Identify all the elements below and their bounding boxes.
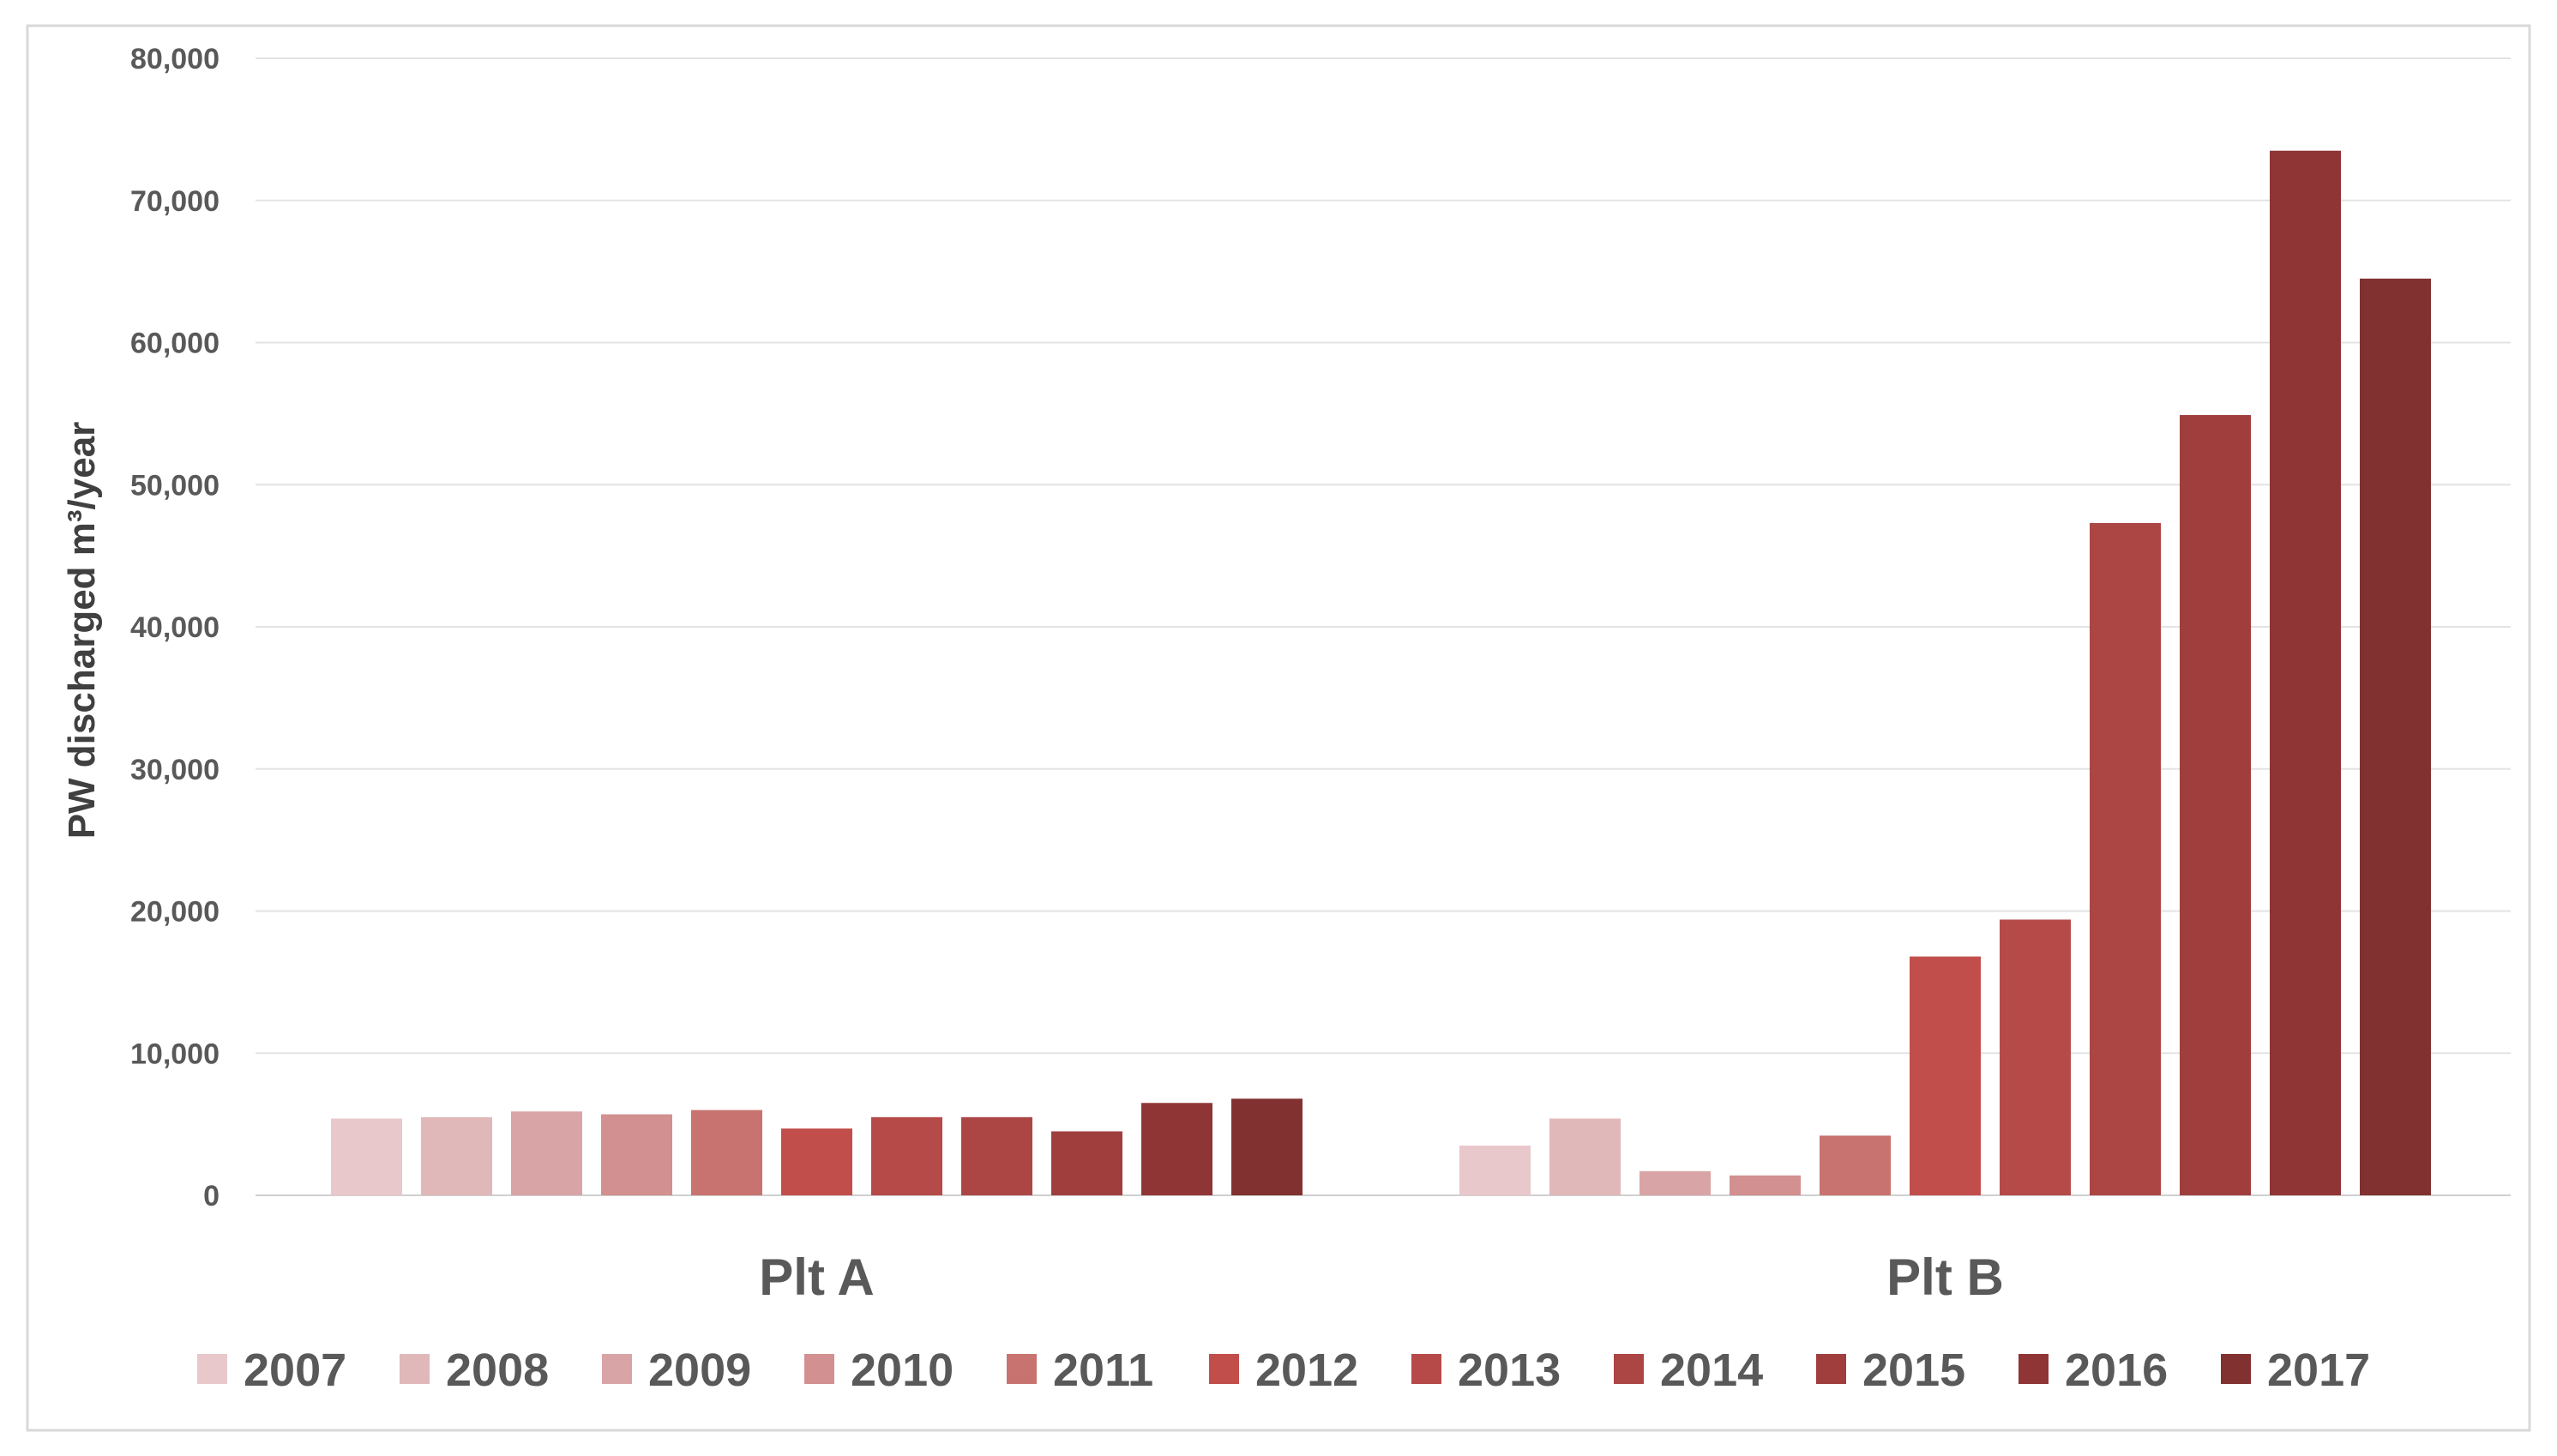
y-tick-label: 70,000 xyxy=(130,185,220,218)
bar-plt-b-2011 xyxy=(1820,1135,1891,1195)
legend-label: 2007 xyxy=(244,1345,346,1396)
legend-swatch-2013 xyxy=(1411,1354,1441,1384)
bar-plt-a-2012 xyxy=(781,1128,852,1195)
legend-label: 2008 xyxy=(446,1345,549,1396)
bar-plt-a-2014 xyxy=(961,1116,1032,1195)
legend-label: 2015 xyxy=(1862,1345,1965,1396)
legend-swatch-2012 xyxy=(1209,1354,1239,1384)
bar-plt-a-2008 xyxy=(421,1116,492,1195)
legend-swatch-2008 xyxy=(400,1354,430,1384)
y-tick-label: 80,000 xyxy=(130,43,220,75)
bar-plt-a-2017 xyxy=(1231,1098,1303,1195)
legend-label: 2011 xyxy=(1053,1345,1153,1396)
bar-plt-a-2013 xyxy=(871,1116,942,1195)
y-tick-label: 0 xyxy=(203,1180,220,1212)
legend-swatch-2014 xyxy=(1614,1354,1644,1384)
bar-plt-a-2016 xyxy=(1141,1103,1212,1195)
bar-plt-b-2010 xyxy=(1730,1175,1801,1195)
legend-label: 2009 xyxy=(648,1345,751,1396)
legend: 2007 2008 2009 2010 2011 2012 2013 2014 2015 2016… xyxy=(197,1345,2370,1396)
bar-plt-b-2012 xyxy=(1910,956,1981,1195)
bar-plt-b-2008 xyxy=(1549,1118,1621,1195)
y-axis-ticks: 0 10,000 20,000 30,000 40,000 50,000 60,000 70,… xyxy=(130,43,220,1212)
legend-label: 2013 xyxy=(1458,1345,1561,1396)
bar-plt-b-2007 xyxy=(1459,1145,1531,1195)
bar-plt-a-2015 xyxy=(1051,1131,1122,1195)
legend-label: 2012 xyxy=(1255,1345,1358,1396)
bar-plt-a-2011 xyxy=(691,1110,762,1195)
bar-plt-a-2007 xyxy=(331,1118,402,1195)
legend-label: 2017 xyxy=(2267,1345,2370,1396)
y-tick-label: 60,000 xyxy=(130,328,220,360)
legend-swatch-2009 xyxy=(602,1354,632,1384)
y-tick-label: 10,000 xyxy=(130,1038,220,1070)
y-tick-label: 30,000 xyxy=(130,754,220,786)
bar-plt-b-2014 xyxy=(2090,523,2161,1195)
legend-label: 2014 xyxy=(1660,1345,1763,1396)
bar-plt-b-2013 xyxy=(2000,919,2071,1195)
bar-plt-b-2015 xyxy=(2180,415,2251,1196)
category-label: Plt B xyxy=(1886,1248,2004,1306)
y-tick-label: 20,000 xyxy=(130,896,220,929)
legend-swatch-2015 xyxy=(1816,1354,1846,1384)
legend-swatch-2017 xyxy=(2221,1354,2251,1384)
bar-plt-b-2017 xyxy=(2360,278,2431,1196)
legend-label: 2010 xyxy=(851,1345,954,1396)
category-label: Plt A xyxy=(759,1248,874,1306)
bar-plt-a-2010 xyxy=(601,1114,672,1195)
y-tick-label: 50,000 xyxy=(130,469,220,502)
legend-swatch-2007 xyxy=(197,1354,227,1384)
legend-swatch-2010 xyxy=(804,1354,834,1384)
legend-label: 2016 xyxy=(2065,1345,2168,1396)
category-labels: Plt A Plt B xyxy=(759,1248,2004,1306)
y-axis-label: PW discharged m³/year xyxy=(61,422,103,839)
bar-plt-b-2009 xyxy=(1639,1170,1711,1195)
legend-swatch-2011 xyxy=(1007,1354,1037,1384)
legend-swatch-2016 xyxy=(2019,1354,2049,1384)
bars xyxy=(331,150,2431,1196)
y-tick-label: 40,000 xyxy=(130,611,220,644)
bar-plt-a-2009 xyxy=(511,1111,582,1195)
bar-plt-b-2016 xyxy=(2270,150,2341,1195)
